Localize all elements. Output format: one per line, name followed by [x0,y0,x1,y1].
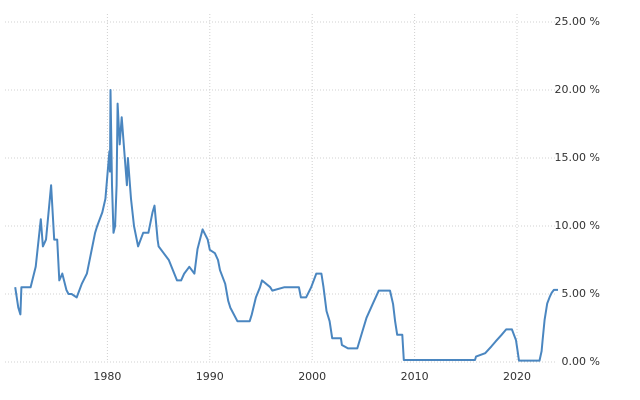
data-line [14,89,558,362]
x-tick-label: 2010 [401,370,429,383]
y-tick-label: 5.00 % [562,287,600,300]
y-tick-label: 25.00 % [555,15,600,28]
x-tick-label: 2000 [298,370,326,383]
y-tick-label: 0.00 % [562,355,600,368]
x-tick-label: 2020 [503,370,531,383]
x-tick-label: 1990 [196,370,224,383]
y-tick-label: 10.00 % [555,219,600,232]
y-tick-label: 15.00 % [555,151,600,164]
x-tick-label: 1980 [93,370,121,383]
y-tick-label: 20.00 % [555,83,600,96]
